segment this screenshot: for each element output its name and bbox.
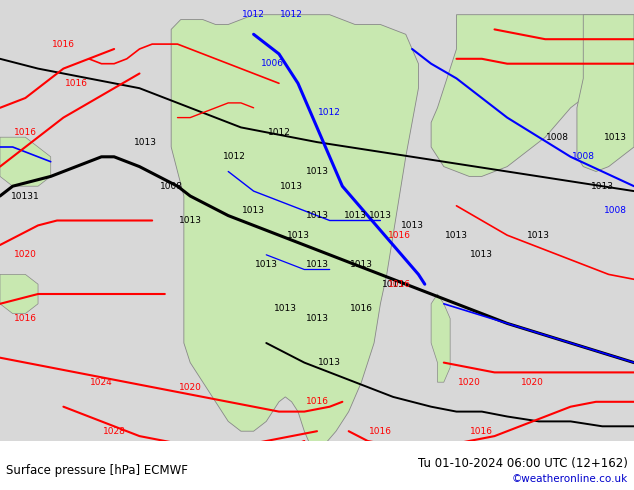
Text: 1008: 1008 (547, 133, 569, 142)
Polygon shape (577, 15, 634, 171)
Text: 1020: 1020 (521, 378, 544, 387)
Text: 1024: 1024 (90, 378, 113, 387)
Text: 1013: 1013 (382, 280, 404, 289)
Text: 1016: 1016 (52, 40, 75, 49)
Text: 1016: 1016 (65, 79, 87, 88)
Text: 1013: 1013 (527, 231, 550, 240)
Text: 1016: 1016 (14, 314, 37, 323)
Text: 1013: 1013 (306, 211, 328, 220)
Text: 1008: 1008 (160, 182, 183, 191)
Text: 1020: 1020 (14, 250, 37, 259)
Text: 1013: 1013 (318, 358, 341, 367)
Text: ©weatheronline.co.uk: ©weatheronline.co.uk (512, 474, 628, 484)
Text: 1016: 1016 (470, 427, 493, 436)
Text: 1016: 1016 (14, 128, 37, 137)
Polygon shape (0, 137, 51, 186)
Text: 1008: 1008 (604, 206, 626, 215)
Text: 1013: 1013 (242, 206, 265, 215)
Text: 1013: 1013 (179, 216, 202, 225)
Text: 1008: 1008 (572, 152, 595, 161)
Text: 1016: 1016 (350, 304, 373, 313)
Text: 1013: 1013 (306, 167, 328, 176)
Text: 1012: 1012 (223, 152, 246, 161)
Text: 1012: 1012 (268, 128, 290, 137)
Text: 1012: 1012 (318, 108, 341, 117)
Text: 1028: 1028 (103, 427, 126, 436)
Text: 10131: 10131 (11, 192, 40, 200)
Text: 1013: 1013 (287, 231, 309, 240)
Text: 1020: 1020 (179, 383, 202, 392)
Polygon shape (431, 15, 634, 176)
Text: 1012: 1012 (242, 10, 265, 19)
Text: 1013: 1013 (591, 182, 614, 191)
Polygon shape (0, 274, 38, 314)
Polygon shape (171, 15, 418, 451)
Text: 1016: 1016 (306, 397, 328, 406)
Text: 1013: 1013 (470, 250, 493, 259)
Text: 1013: 1013 (274, 304, 297, 313)
Text: 1013: 1013 (344, 211, 366, 220)
Text: 1013: 1013 (604, 133, 626, 142)
Text: 1013: 1013 (306, 260, 328, 269)
Text: 1013: 1013 (401, 221, 424, 230)
Polygon shape (431, 294, 450, 382)
Text: Tu 01-10-2024 06:00 UTC (12+162): Tu 01-10-2024 06:00 UTC (12+162) (418, 457, 628, 469)
Text: 1016: 1016 (388, 280, 411, 289)
Text: 1020: 1020 (458, 378, 481, 387)
Text: Surface pressure [hPa] ECMWF: Surface pressure [hPa] ECMWF (6, 464, 188, 477)
Text: 1006: 1006 (261, 59, 284, 68)
Text: 1013: 1013 (306, 314, 328, 323)
Text: 1013: 1013 (369, 211, 392, 220)
Text: 1016: 1016 (369, 427, 392, 436)
Text: 1013: 1013 (280, 182, 303, 191)
Text: 1013: 1013 (255, 260, 278, 269)
Bar (0, 441, 634, 490)
Text: 1013: 1013 (350, 260, 373, 269)
Text: 1013: 1013 (445, 231, 468, 240)
Text: 1016: 1016 (388, 231, 411, 240)
Text: 1013: 1013 (134, 138, 157, 147)
Text: 1012: 1012 (280, 10, 303, 19)
